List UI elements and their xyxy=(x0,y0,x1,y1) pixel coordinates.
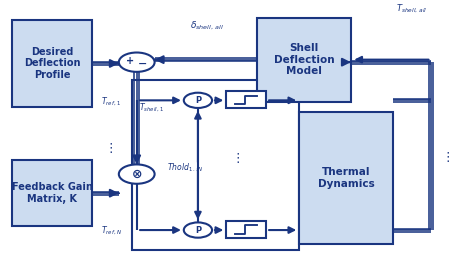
FancyBboxPatch shape xyxy=(226,221,266,238)
Text: Thermal
Dynamics: Thermal Dynamics xyxy=(318,167,374,189)
Text: ⊗: ⊗ xyxy=(131,168,142,181)
FancyBboxPatch shape xyxy=(12,20,92,107)
Text: Shell
Deflection
Model: Shell Deflection Model xyxy=(273,43,334,76)
Text: ⋮: ⋮ xyxy=(232,152,244,165)
Text: +: + xyxy=(127,56,135,66)
FancyBboxPatch shape xyxy=(226,92,266,108)
FancyBboxPatch shape xyxy=(257,18,351,102)
Text: $T_{ref,\, 1}$: $T_{ref,\, 1}$ xyxy=(101,95,122,108)
Text: ⋮: ⋮ xyxy=(441,151,454,164)
Circle shape xyxy=(184,222,212,238)
Text: P: P xyxy=(195,96,201,105)
Text: ⋮: ⋮ xyxy=(105,142,117,155)
Text: $T_{shell,\, all}$: $T_{shell,\, all}$ xyxy=(396,3,428,15)
FancyBboxPatch shape xyxy=(12,160,92,226)
Text: $\delta_{shell,\, all}$: $\delta_{shell,\, all}$ xyxy=(191,20,224,32)
Circle shape xyxy=(184,93,212,108)
Text: Desired
Deflection
Profile: Desired Deflection Profile xyxy=(24,47,80,80)
Text: $T_{ref,\, N}$: $T_{ref,\, N}$ xyxy=(101,225,123,237)
Text: $T_{shell,\, 1}$: $T_{shell,\, 1}$ xyxy=(139,102,164,114)
Circle shape xyxy=(119,53,155,72)
Circle shape xyxy=(119,164,155,184)
Text: −: − xyxy=(138,59,148,69)
FancyBboxPatch shape xyxy=(299,112,393,244)
Text: P: P xyxy=(195,226,201,235)
Text: $Thold_{\, 1..N}$: $Thold_{\, 1..N}$ xyxy=(167,161,204,174)
Text: Feedback Gain
Matrix, K: Feedback Gain Matrix, K xyxy=(11,182,92,204)
